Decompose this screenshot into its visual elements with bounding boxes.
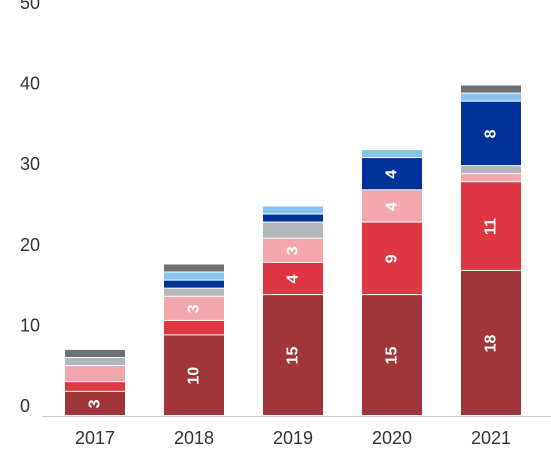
- bar-segment: [362, 150, 422, 158]
- bar-segment: [263, 222, 323, 238]
- bar-segment: [65, 357, 125, 366]
- bar-segment: [362, 158, 422, 190]
- bar-segment: [164, 335, 224, 415]
- y-tick-label: 40: [20, 74, 40, 94]
- bar-segment: [263, 214, 323, 222]
- bar-value-label: 4: [285, 274, 302, 283]
- bar-segment: [263, 262, 323, 295]
- bar-segment: [65, 366, 125, 382]
- x-tick-label: 2018: [174, 428, 214, 448]
- bar-segment: [65, 349, 125, 357]
- x-tick-label: 2017: [75, 428, 115, 448]
- x-axis: 2017 2018 2019 2020 2021: [75, 428, 511, 448]
- x-tick-label: 2020: [372, 428, 412, 448]
- bar-segment: [461, 174, 521, 182]
- bar-value-label: 3: [285, 246, 302, 255]
- bar-segment: [362, 295, 422, 415]
- bar-value-label: 18: [483, 334, 500, 352]
- y-tick-label: 0: [20, 396, 30, 416]
- bar-segment: [461, 85, 521, 93]
- data-labels: 3 10 3 15 4 3 15 9 4 4 18 11 8: [87, 129, 500, 408]
- bar-segment: [461, 182, 521, 270]
- bar-segment: [164, 264, 224, 272]
- bar-value-label: 10: [186, 367, 203, 385]
- bar-segment: [263, 206, 323, 214]
- bar-segment: [164, 280, 224, 288]
- x-tick-label: 2019: [273, 428, 313, 448]
- y-axis: 0 10 20 30 40 50: [20, 0, 40, 416]
- bar-segment: [65, 382, 125, 391]
- y-tick-label: 10: [20, 315, 40, 335]
- bar-segment: [461, 270, 521, 415]
- y-tick-label: 30: [20, 154, 40, 174]
- y-tick-label: 50: [20, 0, 40, 13]
- bar-segment: [164, 288, 224, 296]
- bar-segment: [263, 295, 323, 415]
- x-tick-label: 2021: [471, 428, 511, 448]
- bars: [65, 85, 521, 415]
- bar-segment: [461, 93, 521, 101]
- bar-value-label: 11: [483, 218, 500, 235]
- bar-segment: [65, 391, 125, 415]
- bar-segment: [461, 101, 521, 166]
- bar-segment: [362, 190, 422, 222]
- bar-value-label: 9: [384, 254, 401, 263]
- bar-value-label: 8: [483, 129, 500, 138]
- bar-segment: [164, 320, 224, 335]
- bar-segment: [263, 238, 323, 262]
- bar-value-label: 3: [87, 399, 104, 408]
- y-tick-label: 20: [20, 235, 40, 255]
- bar-segment: [461, 166, 521, 174]
- bar-value-label: 15: [285, 347, 302, 365]
- bar-value-label: 15: [384, 347, 401, 365]
- bar-segment: [164, 296, 224, 320]
- bar-value-label: 4: [384, 170, 401, 179]
- bar-value-label: 4: [384, 202, 401, 211]
- bar-segment: [362, 222, 422, 295]
- bar-segment: [164, 272, 224, 280]
- bar-value-label: 3: [186, 304, 203, 313]
